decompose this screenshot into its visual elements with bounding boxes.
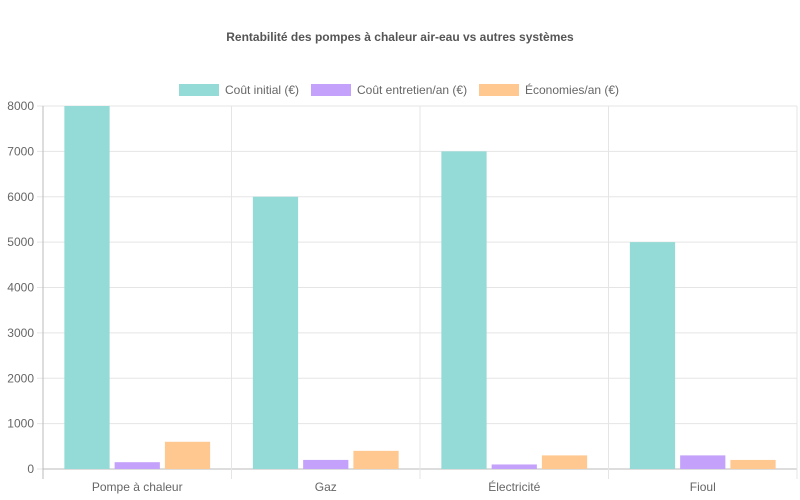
- legend-label-maintenance: Coût entretien/an (€): [357, 83, 467, 97]
- y-tick-label: 8000: [7, 99, 34, 113]
- bar-3-1: [164, 441, 211, 469]
- bars: [64, 106, 776, 469]
- y-tick-label: 7000: [7, 144, 34, 158]
- bar-2-1: [114, 462, 160, 469]
- bar-3-2: [353, 450, 399, 469]
- bar-2-4: [680, 455, 726, 469]
- legend: Coût initial (€) Coût entretien/an (€) É…: [179, 82, 619, 97]
- legend-swatch-maintenance: [311, 84, 351, 96]
- y-tick-label: 4000: [7, 281, 34, 295]
- y-tick-label: 6000: [7, 190, 34, 204]
- y-tick-label: 2000: [7, 371, 34, 385]
- x-tick-label: Électricité: [488, 479, 540, 494]
- bar-1-2: [252, 196, 299, 469]
- bar-2-2: [303, 459, 349, 469]
- y-tick-label: 1000: [7, 417, 34, 431]
- legend-swatch-initial: [179, 84, 219, 96]
- bar-1-1: [64, 106, 110, 469]
- bar-1-3: [441, 151, 487, 469]
- grid: [37, 105, 798, 479]
- bar-1-4: [629, 242, 676, 469]
- y-tick-label: 3000: [7, 326, 34, 340]
- legend-label-initial: Coût initial (€): [225, 83, 299, 97]
- legend-label-savings: Économies/an (€): [525, 82, 619, 97]
- chart-title: Rentabilité des pompes à chaleur air-eau…: [226, 30, 574, 44]
- x-tick-label: Fioul: [690, 480, 716, 494]
- bar-3-4: [730, 459, 776, 469]
- x-tick-label: Gaz: [315, 480, 337, 494]
- legend-swatch-savings: [479, 84, 519, 96]
- x-tick-label: Pompe à chaleur: [92, 480, 183, 494]
- y-tick-label: 0: [27, 462, 34, 476]
- y-axis: 0 1000 2000 3000 4000 5000 6000 7000 8000: [7, 99, 34, 476]
- bar-3-3: [541, 455, 588, 469]
- y-tick-label: 5000: [7, 235, 34, 249]
- bar-2-3: [491, 464, 537, 469]
- x-axis: Pompe à chaleur Gaz Électricité Fioul: [92, 479, 716, 494]
